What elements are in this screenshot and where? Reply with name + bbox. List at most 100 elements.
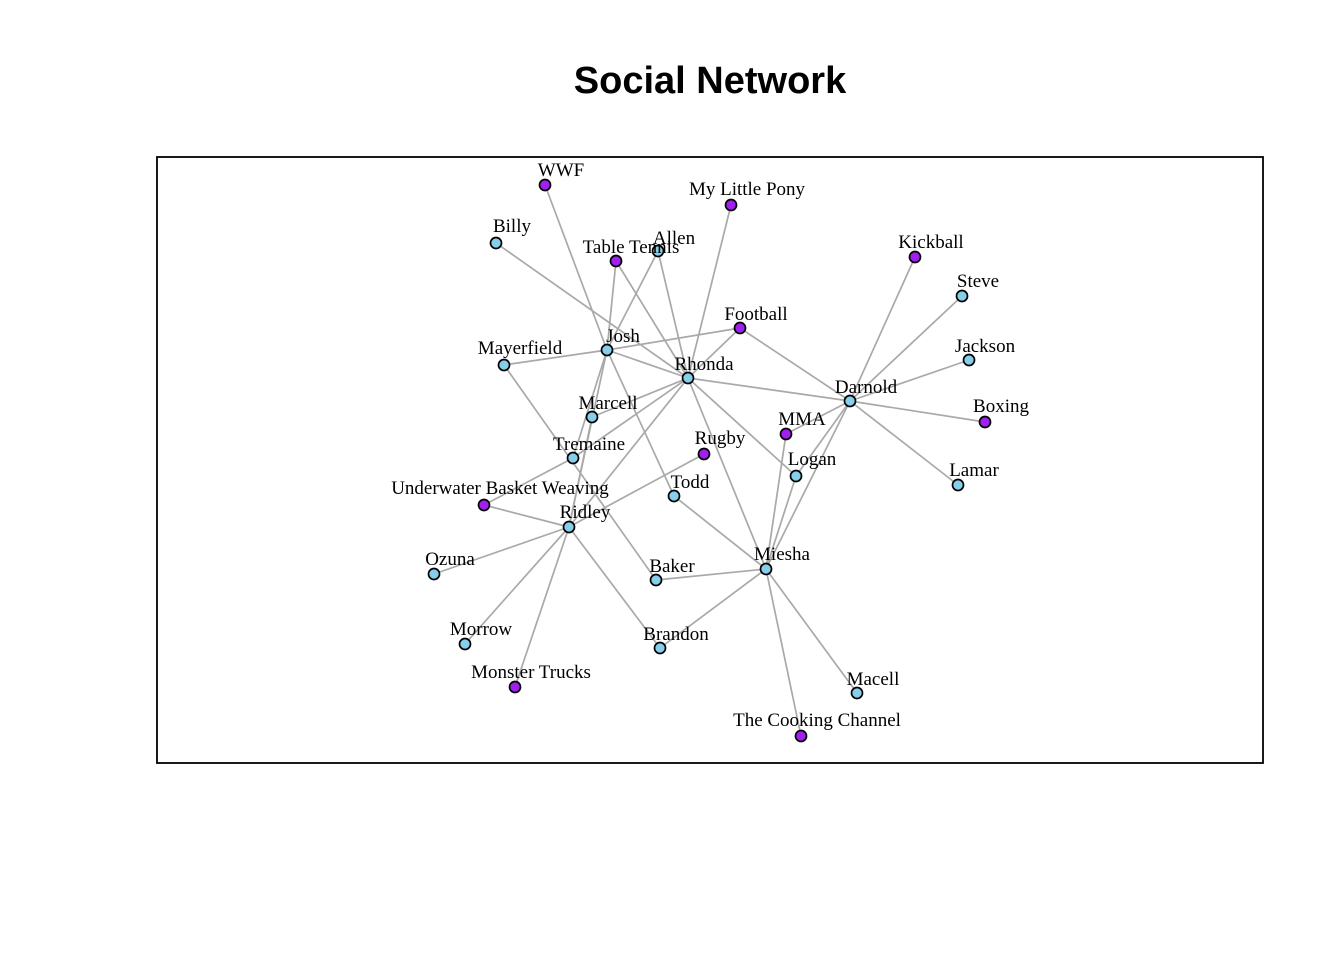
node-label-ozuna: Ozuna bbox=[425, 549, 475, 570]
edge-darnold-kickball bbox=[849, 256, 916, 402]
node-allen bbox=[651, 244, 665, 258]
node-ridley bbox=[562, 520, 576, 534]
edge-rhonda-football bbox=[687, 327, 741, 379]
node-baker bbox=[649, 573, 663, 587]
edge-rhonda-marcell bbox=[591, 377, 689, 418]
edge-miesha-macell bbox=[765, 568, 858, 694]
edge-josh-todd bbox=[606, 349, 675, 497]
node-label-boxing: Boxing bbox=[973, 396, 1029, 417]
edge-darnold-mma bbox=[785, 400, 851, 435]
edge-ridley-monster-trucks bbox=[514, 526, 570, 688]
node-ozuna bbox=[427, 567, 441, 581]
node-football bbox=[733, 321, 747, 335]
node-label-football: Football bbox=[724, 304, 787, 325]
node-macell bbox=[850, 686, 864, 700]
nodes-layer bbox=[427, 178, 992, 743]
node-label-table-tennis: Table Tennis bbox=[583, 237, 680, 258]
edge-rhonda-my-little-pony bbox=[687, 204, 732, 379]
node-label-josh: Josh bbox=[606, 326, 640, 347]
node-label-macell: Macell bbox=[847, 669, 900, 690]
node-label-allen: Allen bbox=[653, 228, 696, 249]
node-label-mma: MMA bbox=[778, 409, 826, 430]
edge-darnold-steve bbox=[849, 295, 963, 402]
node-label-ubw: Underwater Basket Weaving bbox=[391, 478, 609, 499]
node-jackson bbox=[962, 353, 976, 367]
node-label-logan: Logan bbox=[788, 449, 837, 470]
edge-ridley-brandon bbox=[568, 526, 661, 649]
edge-tremaine-ubw bbox=[483, 457, 574, 506]
node-rhonda bbox=[681, 371, 695, 385]
node-my-little-pony bbox=[724, 198, 738, 212]
node-label-steve: Steve bbox=[957, 271, 999, 292]
edge-football-darnold bbox=[739, 327, 851, 402]
edge-rhonda-miesha bbox=[687, 377, 767, 570]
edge-josh-wwf bbox=[544, 184, 608, 351]
node-label-billy: Billy bbox=[493, 216, 532, 237]
node-morrow bbox=[458, 637, 472, 651]
node-label-marcell: Marcell bbox=[578, 393, 637, 414]
node-steve bbox=[955, 289, 969, 303]
node-label-my-little-pony: My Little Pony bbox=[689, 179, 806, 200]
edge-josh-football bbox=[606, 327, 741, 351]
edge-josh-tremaine bbox=[572, 349, 608, 459]
edge-todd-miesha bbox=[673, 495, 767, 570]
node-marcell bbox=[585, 410, 599, 424]
node-brandon bbox=[653, 641, 667, 655]
edge-rhonda-table-tennis bbox=[615, 260, 689, 379]
edge-josh-mayerfield bbox=[503, 349, 608, 366]
edge-billy-rhonda bbox=[495, 242, 689, 379]
edge-mayerfield-baker bbox=[503, 364, 657, 581]
node-darnold bbox=[843, 394, 857, 408]
node-mayerfield bbox=[497, 358, 511, 372]
edge-darnold-lamar bbox=[849, 400, 959, 486]
node-label-darnold: Darnold bbox=[835, 377, 898, 398]
edge-ridley-ubw bbox=[483, 504, 570, 528]
node-ubw bbox=[477, 498, 491, 512]
edge-miesha-cooking-channel bbox=[765, 568, 802, 737]
node-cooking-channel bbox=[794, 729, 808, 743]
node-label-miesha: Miesha bbox=[754, 544, 811, 565]
node-tremaine bbox=[566, 451, 580, 465]
edge-rhonda-tremaine bbox=[572, 377, 689, 459]
edge-josh-allen bbox=[606, 250, 659, 351]
edge-josh-table-tennis bbox=[606, 260, 617, 351]
edge-darnold-logan bbox=[795, 400, 851, 477]
node-label-ridley: Ridley bbox=[560, 502, 611, 523]
node-label-kickball: Kickball bbox=[898, 232, 963, 253]
node-josh bbox=[600, 343, 614, 357]
node-wwf bbox=[538, 178, 552, 192]
node-label-lamar: Lamar bbox=[949, 460, 999, 481]
node-label-jackson: Jackson bbox=[955, 336, 1016, 357]
edge-ridley-morrow bbox=[464, 526, 570, 645]
edges-layer bbox=[433, 184, 986, 737]
edge-ridley-ozuna bbox=[433, 526, 570, 575]
edge-darnold-jackson bbox=[849, 359, 970, 402]
node-billy bbox=[489, 236, 503, 250]
edge-rhonda-logan bbox=[687, 377, 797, 477]
node-label-cooking-channel: The Cooking Channel bbox=[733, 710, 901, 731]
node-label-todd: Todd bbox=[671, 472, 710, 493]
node-label-morrow: Morrow bbox=[450, 619, 513, 640]
node-table-tennis bbox=[609, 254, 623, 268]
edge-rhonda-darnold bbox=[687, 377, 851, 402]
edge-brandon-miesha bbox=[659, 568, 767, 649]
node-label-rhonda: Rhonda bbox=[674, 354, 734, 375]
node-label-wwf: WWF bbox=[538, 160, 584, 181]
edge-mma-miesha bbox=[765, 433, 787, 570]
node-label-tremaine: Tremaine bbox=[553, 434, 625, 455]
edge-josh-rhonda bbox=[606, 349, 689, 379]
edge-baker-miesha bbox=[655, 568, 767, 581]
node-label-brandon: Brandon bbox=[643, 624, 709, 645]
node-label-mayerfield: Mayerfield bbox=[478, 338, 563, 359]
node-lamar bbox=[951, 478, 965, 492]
node-logan bbox=[789, 469, 803, 483]
node-kickball bbox=[908, 250, 922, 264]
node-label-baker: Baker bbox=[649, 556, 695, 577]
node-boxing bbox=[978, 415, 992, 429]
node-rugby bbox=[697, 447, 711, 461]
edge-logan-miesha bbox=[765, 475, 797, 570]
chart-title: Social Network bbox=[574, 60, 847, 102]
node-monster-trucks bbox=[508, 680, 522, 694]
